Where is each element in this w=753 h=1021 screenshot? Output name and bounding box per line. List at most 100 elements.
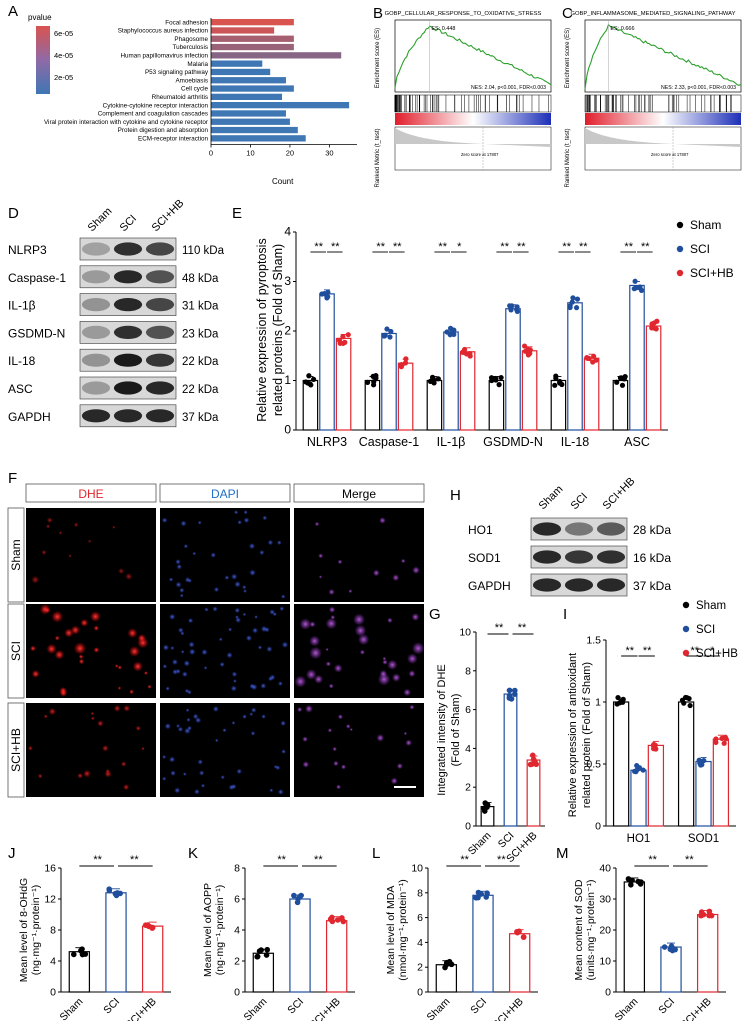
protein-label: GSDMD-N	[8, 326, 65, 340]
cell	[180, 520, 187, 527]
kegg-bar	[211, 93, 283, 100]
data-point	[337, 340, 343, 346]
cell	[175, 581, 182, 588]
micrograph	[26, 508, 156, 602]
kegg-bar	[211, 110, 286, 117]
data-point	[706, 912, 712, 919]
cell	[250, 707, 257, 713]
y-tick-label: 4	[417, 937, 423, 949]
cell	[127, 628, 138, 639]
es-frame	[584, 19, 742, 93]
cell	[54, 649, 65, 660]
cell	[233, 510, 239, 515]
data-point	[297, 893, 303, 900]
y-tick-label: 0	[595, 821, 601, 833]
data-point	[364, 379, 371, 385]
data-point	[70, 951, 77, 958]
cell	[137, 633, 146, 643]
data-point	[520, 934, 527, 940]
y-tick-label: 6	[234, 894, 240, 906]
cell	[248, 542, 256, 550]
column-header-box	[293, 483, 425, 503]
category-label: GSDMD-N	[483, 435, 543, 449]
data-point	[488, 375, 495, 381]
panel-d-western-blot: Sham SCI SCI+HB NLRP3 110 kDa Caspase-1 48 kDa…	[8, 197, 225, 428]
cell	[93, 647, 100, 653]
cell	[181, 671, 188, 678]
cell	[30, 645, 36, 652]
cell	[403, 688, 412, 697]
x-tick-label: 20	[286, 149, 294, 158]
cell	[179, 587, 185, 593]
cell	[117, 686, 122, 690]
cell	[90, 716, 95, 721]
protein-label: GAPDH	[8, 410, 51, 424]
sig-star: **	[130, 854, 139, 866]
cell	[254, 615, 258, 619]
column-header: Merge	[342, 487, 376, 501]
cell	[372, 569, 380, 577]
cell	[58, 530, 63, 535]
bar	[426, 379, 443, 431]
data-point	[82, 951, 89, 957]
blot-HO1-band	[564, 522, 594, 536]
cell	[336, 784, 342, 790]
panel-l-mda-chart: 0 2 4 6 8 10 Sham SCI SCI+HB ** ** Mean level of MD…	[385, 854, 538, 1021]
blot-Caspase-1-band	[145, 270, 175, 284]
panel-j-8ohdg-chart: 0 4 8 12 16 Sham SCI SCI+HB ** ** Mean level of 8-…	[18, 854, 171, 1021]
data-point	[443, 959, 450, 966]
data-point	[533, 761, 540, 768]
legend-label: SCI+HB	[696, 648, 738, 660]
y-tick-label: 0	[234, 987, 240, 999]
blot-GAPDH-band	[564, 578, 594, 592]
cell	[90, 711, 95, 716]
data-point	[686, 695, 692, 702]
lane-label: Sham	[537, 483, 566, 512]
bar	[141, 925, 164, 993]
y-axis-label: (units·mg⁻¹·protein⁻¹)	[585, 880, 597, 981]
bar	[623, 881, 646, 993]
cell	[218, 637, 223, 642]
cell	[210, 552, 216, 558]
blot-SOD1-band	[532, 550, 562, 564]
y-tick-label: 12	[44, 894, 56, 906]
pvalue-tick-3: 2e-05	[54, 73, 73, 82]
data-point	[622, 374, 628, 380]
cell	[183, 544, 189, 549]
cell	[162, 664, 168, 669]
cell	[387, 659, 398, 670]
bar	[397, 362, 414, 431]
bar	[521, 350, 538, 431]
row-header: Sham	[9, 539, 23, 570]
bar	[677, 701, 695, 827]
cell	[83, 769, 91, 778]
sig-star: **	[438, 241, 447, 253]
cell	[41, 549, 47, 555]
cell	[165, 686, 170, 691]
data-point	[527, 761, 534, 768]
micrograph	[160, 703, 290, 797]
bar	[302, 379, 319, 431]
cell	[54, 635, 60, 641]
cell	[245, 634, 253, 642]
bar	[526, 759, 541, 827]
kegg-term-label: Focal adhesion	[165, 19, 208, 26]
cell	[195, 717, 202, 724]
cell	[359, 649, 365, 655]
kda-label: 23 kDa	[182, 328, 219, 340]
category-label: SCI+HB	[307, 996, 343, 1021]
category-label: SCI	[656, 996, 677, 1017]
cell	[337, 714, 344, 720]
cell	[409, 704, 415, 710]
y-tick-label: 8	[234, 863, 240, 875]
data-point	[632, 278, 638, 284]
panel-label-i: I	[563, 606, 567, 623]
cell	[257, 645, 263, 650]
y-tick-label: 8	[417, 887, 423, 899]
blot-Caspase-1-band	[81, 270, 111, 284]
sig-star: **	[641, 241, 650, 253]
cell	[77, 772, 84, 779]
cell	[194, 788, 200, 795]
gsea-es-ylabel: Enrichment score (ES)	[375, 28, 381, 88]
kegg-bar	[211, 77, 286, 84]
